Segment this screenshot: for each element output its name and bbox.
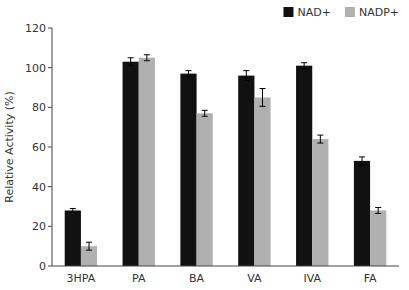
error-line (378, 207, 379, 213)
error-bar (144, 55, 150, 61)
error-cap (185, 70, 191, 71)
x-axis-line (52, 266, 399, 267)
error-cap (202, 116, 208, 117)
legend-item: NADP+ (345, 6, 399, 19)
error-cap (128, 57, 134, 58)
error-cap (144, 54, 150, 55)
x-tick-label: BA (189, 272, 205, 285)
error-cap (86, 250, 92, 251)
error-cap (317, 143, 323, 144)
error-line (320, 135, 321, 143)
error-cap (301, 62, 307, 63)
y-tick-label: 40 (32, 181, 46, 194)
error-bar (86, 242, 92, 250)
error-line (246, 71, 247, 81)
error-line (204, 110, 205, 116)
legend-item: NAD+ (283, 6, 330, 19)
y-axis-label: Relative Activity (%) (3, 91, 16, 203)
bar (238, 76, 254, 266)
error-cap (128, 65, 134, 66)
x-tick-label: PA (132, 272, 146, 285)
error-bar (243, 71, 249, 81)
error-line (188, 71, 189, 77)
bar (370, 210, 386, 266)
error-cap (301, 68, 307, 69)
x-tick-label: IVA (303, 272, 321, 285)
y-tick (48, 147, 52, 148)
y-tick (48, 107, 52, 108)
bar (354, 161, 370, 266)
error-line (361, 157, 362, 165)
error-cap (144, 60, 150, 61)
legend-swatch (283, 7, 293, 17)
bar (180, 74, 196, 266)
x-tick-label: 3HPA (67, 272, 96, 285)
error-cap (317, 135, 323, 136)
y-tick-label: 20 (32, 220, 46, 233)
y-tick-label: 80 (32, 101, 46, 114)
error-line (262, 88, 263, 106)
error-line (146, 55, 147, 61)
error-cap (260, 106, 266, 107)
y-tick-label: 100 (25, 62, 46, 75)
bar (123, 62, 139, 266)
error-cap (243, 80, 249, 81)
error-cap (202, 110, 208, 111)
error-bar (317, 135, 323, 143)
y-tick (48, 186, 52, 187)
error-line (72, 208, 73, 212)
error-cap (260, 88, 266, 89)
bar (296, 66, 312, 266)
error-cap (185, 76, 191, 77)
error-bar (301, 63, 307, 69)
error-cap (359, 164, 365, 165)
chart: 0 20 40 60 80 100 120 3HPA PA BA VA IVA FA Relative A… (0, 0, 409, 290)
legend-label: NADP+ (359, 6, 399, 19)
legend-swatch (345, 7, 355, 17)
error-cap (70, 208, 76, 209)
bar (197, 113, 213, 266)
error-bar (375, 207, 381, 213)
bar (312, 139, 328, 266)
y-tick (48, 28, 52, 29)
y-tick (48, 266, 52, 267)
error-cap (243, 70, 249, 71)
error-cap (70, 212, 76, 213)
error-line (89, 242, 90, 250)
error-bar (128, 58, 134, 66)
error-bar (260, 88, 266, 106)
error-cap (375, 213, 381, 214)
error-cap (86, 242, 92, 243)
y-tick-label: 0 (39, 260, 46, 273)
error-cap (375, 207, 381, 208)
y-tick-label: 120 (25, 22, 46, 35)
bar (254, 97, 270, 266)
bars (65, 55, 387, 266)
bar (65, 210, 81, 266)
x-tick-label: VA (247, 272, 262, 285)
error-bar (70, 208, 76, 212)
error-bar (185, 71, 191, 77)
error-bar (202, 110, 208, 116)
legend: NAD+ NADP+ (283, 6, 399, 19)
legend-label: NAD+ (297, 6, 330, 19)
error-line (130, 58, 131, 66)
error-cap (359, 156, 365, 157)
error-bar (359, 157, 365, 165)
error-line (304, 63, 305, 69)
y-tick (48, 67, 52, 68)
x-tick-label: FA (364, 272, 377, 285)
y-tick-label: 60 (32, 141, 46, 154)
bar (139, 58, 155, 266)
y-tick (48, 226, 52, 227)
